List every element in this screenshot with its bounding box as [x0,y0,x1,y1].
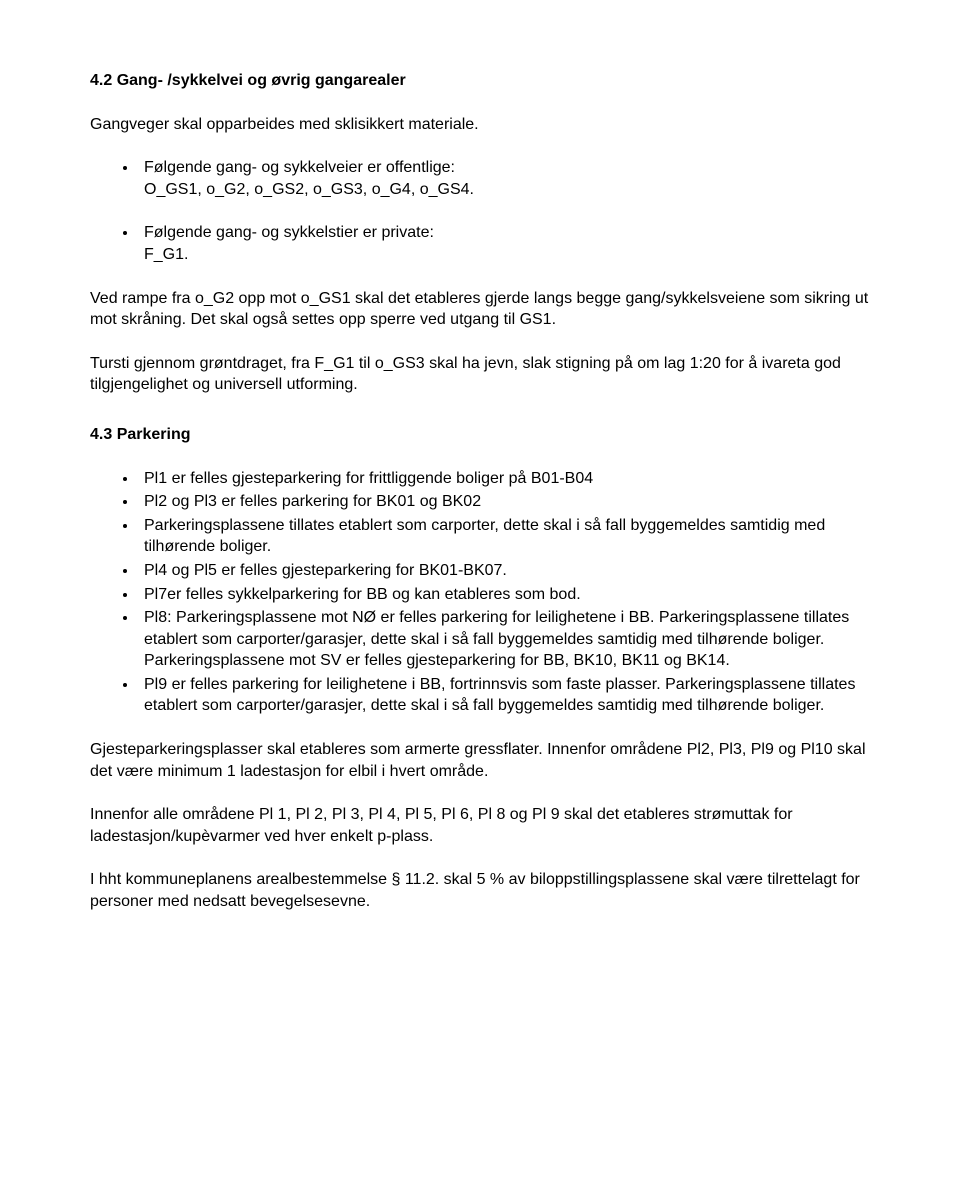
list-item: Pl2 og Pl3 er felles parkering for BK01 … [138,491,870,513]
list-item: Følgende gang- og sykkelveier er offentl… [138,157,870,200]
list-item: Pl8: Parkeringsplassene mot NØ er felles… [138,607,870,672]
section-42-p2: Tursti gjennom grøntdraget, fra F_G1 til… [90,353,870,396]
section-42-list: Følgende gang- og sykkelveier er offentl… [90,157,870,265]
bullet-lead: Følgende gang- og sykkelveier er offentl… [144,157,870,179]
section-43-list: Pl1 er felles gjesteparkering for frittl… [90,468,870,718]
section-42-p1: Ved rampe fra o_G2 opp mot o_GS1 skal de… [90,288,870,331]
list-item: Parkeringsplassene tillates etablert som… [138,515,870,558]
section-43-p1: Gjesteparkeringsplasser skal etableres s… [90,739,870,782]
list-item: Pl9 er felles parkering for leilighetene… [138,674,870,717]
list-item: Pl7er felles sykkelparkering for BB og k… [138,584,870,606]
section-42-intro: Gangveger skal opparbeides med sklisikke… [90,114,870,136]
bullet-lead: Følgende gang- og sykkelstier er private… [144,222,870,244]
bullet-body: F_G1. [144,244,870,266]
list-item: Følgende gang- og sykkelstier er private… [138,222,870,265]
section-42-heading: 4.2 Gang- /sykkelvei og øvrig gangareale… [90,70,870,92]
list-item: Pl1 er felles gjesteparkering for frittl… [138,468,870,490]
bullet-body: O_GS1, o_G2, o_GS2, o_GS3, o_G4, o_GS4. [144,179,870,201]
list-item: Pl4 og Pl5 er felles gjesteparkering for… [138,560,870,582]
section-43-heading: 4.3 Parkering [90,424,870,446]
section-43-p3: I hht kommuneplanens arealbestemmelse § … [90,869,870,912]
section-43-p2: Innenfor alle områdene Pl 1, Pl 2, Pl 3,… [90,804,870,847]
